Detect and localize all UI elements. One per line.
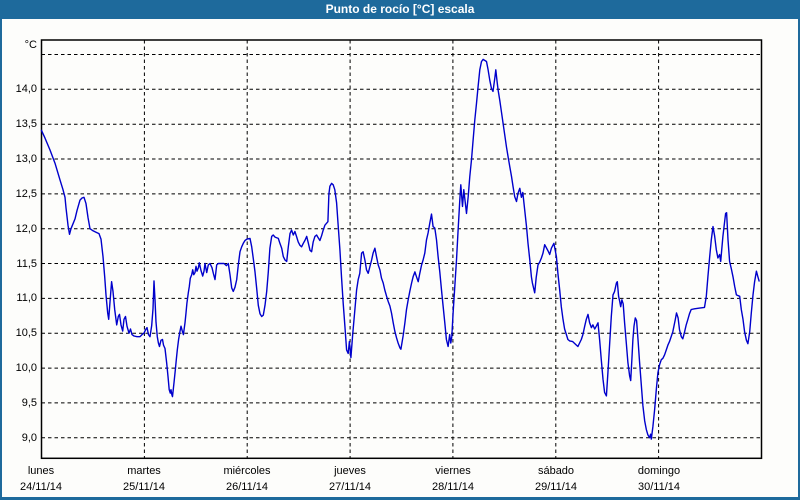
- day-date: 28/11/14: [431, 481, 474, 493]
- x-axis-day-label-miércoles: miércoles 26/11/14: [202, 464, 292, 494]
- day-name: sábado: [537, 465, 575, 477]
- day-name: jueves: [334, 465, 366, 477]
- x-axis-day-label-lunes: lunes 24/11/14: [0, 464, 86, 494]
- day-date: 27/11/14: [328, 481, 371, 493]
- day-date: 29/11/14: [534, 481, 577, 493]
- y-tick-label-9: 9,0: [21, 432, 37, 444]
- x-axis-day-label-sábado: sábado 29/11/14: [511, 464, 601, 494]
- y-tick-label-12: 12,0: [15, 223, 37, 235]
- window-border-right: [798, 0, 800, 500]
- day-name: miércoles: [223, 465, 271, 477]
- x-axis-day-label-martes: martes 25/11/14: [99, 464, 189, 494]
- day-name: martes: [127, 465, 161, 477]
- plot-border: [40, 39, 763, 460]
- x-axis-day-label-viernes: viernes 28/11/14: [408, 464, 498, 494]
- x-axis-day-label-domingo: domingo 30/11/14: [614, 464, 704, 494]
- y-tick-label-13.5: 13,5: [15, 118, 37, 130]
- y-tick-label-14: 14,0: [15, 83, 37, 95]
- day-date: 25/11/14: [122, 481, 165, 493]
- title-bar[interactable]: Punto de rocío [°C] escala: [0, 0, 800, 19]
- y-tick-label-11.5: 11,5: [16, 258, 37, 270]
- y-tick-label-10: 10,0: [15, 362, 37, 374]
- y-tick-label-13: 13,0: [15, 153, 37, 165]
- day-name: domingo: [637, 465, 681, 477]
- window-border-left: [0, 0, 2, 500]
- y-tick-label-11: 11,0: [16, 292, 37, 304]
- day-name: viernes: [435, 465, 471, 477]
- y-tick-label-9.5: 9,5: [21, 397, 37, 409]
- day-name: lunes: [27, 465, 55, 477]
- x-axis-day-label-jueves: jueves 27/11/14: [305, 464, 395, 494]
- dewpoint-line: [40, 58, 760, 440]
- y-tick-label-12.5: 12,5: [15, 188, 37, 200]
- day-date: 30/11/14: [637, 481, 680, 493]
- day-date: 24/11/14: [19, 481, 62, 493]
- window-title: Punto de rocío [°C] escala: [325, 2, 475, 16]
- y-axis-unit-label: °C: [24, 39, 37, 51]
- day-date: 26/11/14: [225, 481, 268, 493]
- y-tick-label-10.5: 10,5: [15, 327, 37, 339]
- window-border-bottom: [0, 497, 800, 500]
